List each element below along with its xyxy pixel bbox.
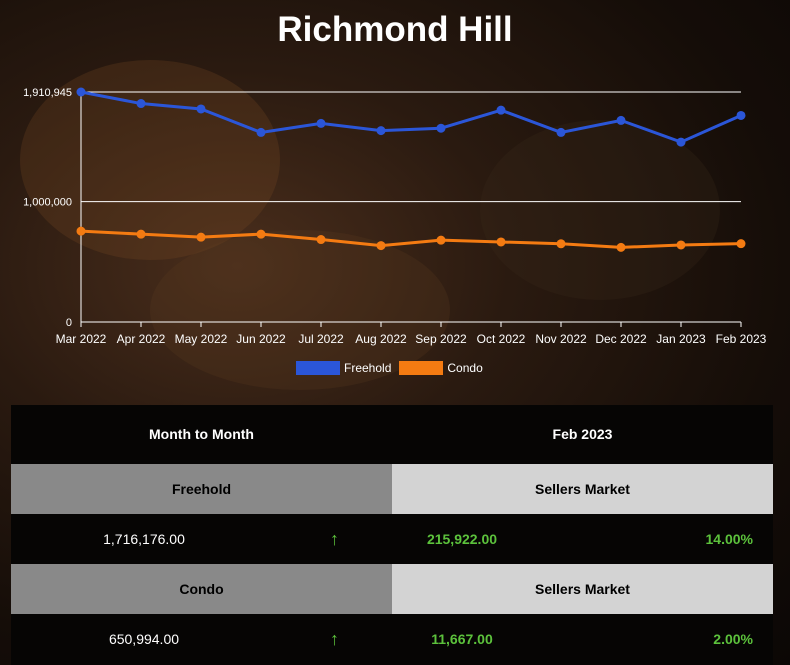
data-point-freehold — [376, 126, 386, 136]
background-texture — [20, 60, 280, 260]
data-point-freehold — [76, 87, 86, 97]
legend-item-condo[interactable]: Condo — [399, 361, 483, 375]
legend-swatch-condo — [399, 361, 444, 375]
data-point-freehold — [616, 115, 626, 125]
x-tick-label: Jun 2022 — [236, 332, 286, 346]
data-point-condo — [736, 239, 746, 249]
legend-swatch-freehold — [296, 361, 340, 375]
chart-title: Richmond Hill — [277, 10, 513, 49]
freehold-percent: 14.00% — [705, 531, 753, 547]
data-point-condo — [376, 241, 386, 251]
freehold-label: Freehold — [11, 464, 392, 514]
x-tick-label: Feb 2023 — [716, 332, 767, 346]
table-header-row: Month to Month Feb 2023 — [11, 405, 773, 463]
x-tick-label: Aug 2022 — [355, 332, 407, 346]
data-point-freehold — [736, 110, 746, 120]
x-tick-label: May 2022 — [175, 332, 228, 346]
data-point-condo — [676, 240, 686, 250]
condo-label: Condo — [11, 564, 392, 614]
table-row-freehold-values: 1,716,176.00 ↑ 215,922.00 14.00% — [11, 514, 773, 564]
data-point-freehold — [256, 127, 266, 137]
legend: Freehold Condo — [296, 360, 491, 376]
data-point-freehold — [676, 137, 686, 147]
freehold-value: 1,716,176.00 — [103, 531, 185, 547]
x-tick-label: Apr 2022 — [117, 332, 166, 346]
x-tick-label: Oct 2022 — [477, 332, 526, 346]
x-tick-label: Dec 2022 — [595, 332, 647, 346]
y-tick-label: 1,910,945 — [23, 87, 72, 99]
data-point-condo — [616, 242, 626, 252]
data-point-freehold — [496, 105, 506, 115]
line-chart: 0 1,000,000 1,910,945 Mar 2022 Apr 2022 May 2… — [23, 87, 767, 346]
background-texture — [480, 120, 720, 300]
series-line-condo — [80, 229, 742, 249]
x-tick-label: Jul 2022 — [298, 332, 344, 346]
y-tick-label: 1,000,000 — [23, 197, 72, 209]
x-tick-label: Mar 2022 — [56, 332, 107, 346]
data-point-condo — [316, 235, 326, 245]
legend-label-freehold: Freehold — [344, 361, 392, 375]
data-point-condo — [256, 229, 266, 239]
data-point-condo — [496, 237, 506, 247]
condo-market-status: Sellers Market — [392, 564, 773, 614]
condo-percent: 2.00% — [713, 631, 753, 647]
header-month-to-month: Month to Month — [149, 426, 254, 442]
data-point-condo — [136, 229, 146, 239]
data-point-condo — [556, 239, 566, 249]
y-tick-label: 0 — [66, 317, 72, 329]
condo-change: 11,667.00 — [431, 631, 493, 647]
summary-table: Month to Month Feb 2023 Freehold Sellers… — [11, 405, 773, 665]
data-point-condo — [76, 226, 86, 236]
table-row-freehold-label: Freehold Sellers Market — [11, 464, 773, 514]
freehold-change: 215,922.00 — [426, 531, 498, 547]
data-point-freehold — [196, 104, 206, 114]
up-arrow-icon: ↑ — [330, 628, 339, 649]
x-tick-label: Nov 2022 — [535, 332, 587, 346]
data-point-condo — [196, 232, 206, 242]
condo-value: 650,994.00 — [108, 631, 180, 647]
data-point-freehold — [136, 99, 146, 109]
x-tick-label: Jan 2023 — [656, 332, 706, 346]
up-arrow-icon: ↑ — [330, 528, 339, 549]
table-row-condo-values: 650,994.00 ↑ 11,667.00 2.00% — [11, 614, 773, 664]
legend-item-freehold[interactable]: Freehold — [296, 361, 391, 375]
x-tick-label: Sep 2022 — [415, 332, 467, 346]
legend-label-condo: Condo — [447, 361, 483, 375]
data-point-condo — [436, 235, 446, 245]
data-point-freehold — [316, 118, 326, 128]
data-point-freehold — [436, 123, 446, 133]
data-point-freehold — [556, 127, 566, 137]
table-row-condo-label: Condo Sellers Market — [11, 564, 773, 614]
series-line-freehold — [80, 90, 742, 144]
freehold-market-status: Sellers Market — [392, 464, 773, 514]
header-period: Feb 2023 — [552, 426, 613, 442]
